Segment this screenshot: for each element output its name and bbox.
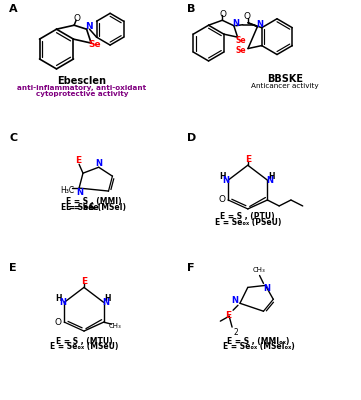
Text: E = S , (PTU): E = S , (PTU) <box>221 212 275 221</box>
Text: A: A <box>9 4 18 14</box>
Text: Se: Se <box>236 46 247 55</box>
Text: E = Seₒₓ (PSeU): E = Seₒₓ (PSeU) <box>214 218 281 227</box>
Text: E: E <box>245 155 251 164</box>
Text: D: D <box>187 134 196 144</box>
Text: N: N <box>102 298 109 307</box>
Text: Se: Se <box>235 36 246 45</box>
Text: N: N <box>263 284 270 293</box>
Text: H: H <box>104 294 111 303</box>
Text: E: E <box>225 311 231 320</box>
Text: H₃C: H₃C <box>60 186 74 194</box>
Text: E: E <box>81 277 87 286</box>
Text: Se: Se <box>88 204 99 212</box>
Text: E = S , (MMI): E = S , (MMI) <box>66 198 122 206</box>
Text: N: N <box>85 22 92 31</box>
Text: N: N <box>266 176 273 185</box>
Text: Ebesclen: Ebesclen <box>57 76 106 86</box>
Text: O: O <box>74 14 81 23</box>
Text: E = Se: E = Se <box>66 204 94 212</box>
Text: O: O <box>55 318 62 327</box>
Text: O: O <box>219 196 226 204</box>
Text: 2: 2 <box>234 328 238 336</box>
Text: anti-inflammatory, anti-oxidant: anti-inflammatory, anti-oxidant <box>17 85 147 91</box>
Text: O: O <box>220 10 227 19</box>
Text: H: H <box>55 294 62 303</box>
Text: CH₃: CH₃ <box>252 266 265 272</box>
Text: N: N <box>95 159 102 168</box>
Text: E = S , (MMIₒₓ): E = S , (MMIₒₓ) <box>227 336 290 346</box>
Text: E: E <box>75 156 81 165</box>
Text: Anticancer activity: Anticancer activity <box>251 83 319 89</box>
Text: O: O <box>244 12 251 21</box>
Text: H: H <box>219 172 226 181</box>
Text: E = Seₒₓ (MSeU): E = Seₒₓ (MSeU) <box>50 342 118 352</box>
Text: N: N <box>77 188 83 196</box>
Text: E = S , (MTU): E = S , (MTU) <box>56 336 112 346</box>
Text: N: N <box>231 296 239 305</box>
Text: N: N <box>59 298 66 307</box>
Text: E = Seₒₓ (MSeI): E = Seₒₓ (MSeI) <box>61 204 126 212</box>
Text: E: E <box>9 262 17 272</box>
Text: C: C <box>9 134 18 144</box>
Text: H: H <box>268 172 275 181</box>
Text: CH₃: CH₃ <box>109 323 122 329</box>
Text: E = Seₒₓ (MSeIₒₓ): E = Seₒₓ (MSeIₒₓ) <box>223 342 295 352</box>
Text: Se: Se <box>89 40 101 48</box>
Text: cytoprotective activity: cytoprotective activity <box>36 91 128 97</box>
Text: B: B <box>187 4 195 14</box>
Text: F: F <box>187 262 195 272</box>
Text: N: N <box>256 20 263 29</box>
Text: BBSKE: BBSKE <box>267 74 303 84</box>
Text: N: N <box>232 19 239 28</box>
Text: N: N <box>223 176 230 185</box>
